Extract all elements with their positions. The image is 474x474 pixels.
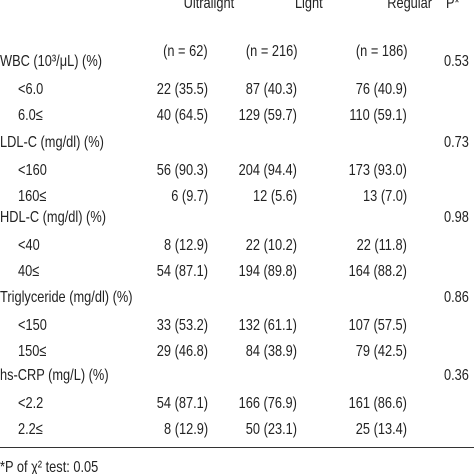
subrow-label: <150 (18, 317, 47, 334)
p-value: 0.86 (444, 289, 469, 306)
subrow-label: 2.2≤ (18, 421, 43, 438)
subrow-label: 6.0≤ (18, 107, 43, 124)
row-label: WBC (10³/μL) (%) (0, 53, 102, 70)
column-header: Ultralight (183, 0, 234, 12)
cell-value: 204 (94.4) (238, 162, 297, 179)
column-header: P* (446, 0, 460, 12)
cell-value: 132 (61.1) (238, 317, 297, 334)
cell-value: 110 (59.1) (349, 107, 407, 124)
cell-value: 22 (35.5) (156, 81, 208, 98)
cell-value: 12 (5.6) (252, 188, 297, 205)
cell-value: 173 (93.0) (348, 162, 407, 179)
cell-value: 194 (89.8) (238, 263, 297, 280)
column-header: Regular (387, 0, 432, 12)
table-rule (0, 447, 474, 448)
column-n: (n = 62) (163, 43, 208, 60)
cell-value: 129 (59.7) (238, 107, 297, 124)
cell-value: 79 (42.5) (355, 343, 407, 360)
subrow-label: <160 (18, 162, 47, 179)
cell-value: 29 (46.8) (156, 343, 208, 360)
column-header: Light (295, 0, 323, 12)
p-value: 0.98 (444, 209, 469, 226)
cell-value: 25 (13.4) (355, 421, 407, 438)
cell-value: 8 (12.9) (163, 421, 208, 438)
subrow-label: <2.2 (18, 395, 44, 412)
cell-value: 22 (11.8) (356, 237, 407, 254)
p-value: 0.36 (444, 367, 469, 384)
cell-value: 13 (7.0) (362, 188, 407, 205)
subrow-label: 40≤ (18, 263, 40, 280)
row-label: Triglyceride (mg/dl) (%) (0, 289, 133, 306)
cell-value: 56 (90.3) (156, 162, 208, 179)
subrow-label: <40 (18, 237, 40, 254)
cell-value: 40 (64.5) (156, 107, 208, 124)
p-value: 0.53 (444, 53, 469, 70)
cell-value: 33 (53.2) (156, 317, 208, 334)
cell-value: 164 (88.2) (348, 263, 407, 280)
cell-value: 54 (87.1) (156, 395, 208, 412)
cell-value: 50 (23.1) (245, 421, 297, 438)
cell-value: 76 (40.9) (355, 81, 407, 98)
p-value: 0.73 (444, 134, 469, 151)
subrow-label: <6.0 (18, 81, 44, 98)
column-n: (n = 216) (245, 43, 297, 60)
cell-value: 54 (87.1) (156, 263, 208, 280)
cell-value: 87 (40.3) (245, 81, 297, 98)
row-label: LDL-C (mg/dl) (%) (0, 134, 104, 151)
cell-value: 6 (9.7) (171, 188, 208, 205)
column-n: (n = 186) (355, 43, 407, 60)
row-label: HDL-C (mg/dl) (%) (0, 209, 106, 226)
cell-value: 107 (57.5) (348, 317, 407, 334)
row-label: hs-CRP (mg/L) (%) (0, 367, 109, 384)
footnote: *P of χ² test: 0.05 (0, 459, 99, 474)
cell-value: 166 (76.9) (238, 395, 297, 412)
subrow-label: 160≤ (18, 188, 47, 205)
cell-value: 161 (86.6) (348, 395, 407, 412)
subrow-label: 150≤ (18, 343, 47, 360)
cell-value: 22 (10.2) (245, 237, 297, 254)
cell-value: 8 (12.9) (163, 237, 208, 254)
cell-value: 84 (38.9) (245, 343, 297, 360)
